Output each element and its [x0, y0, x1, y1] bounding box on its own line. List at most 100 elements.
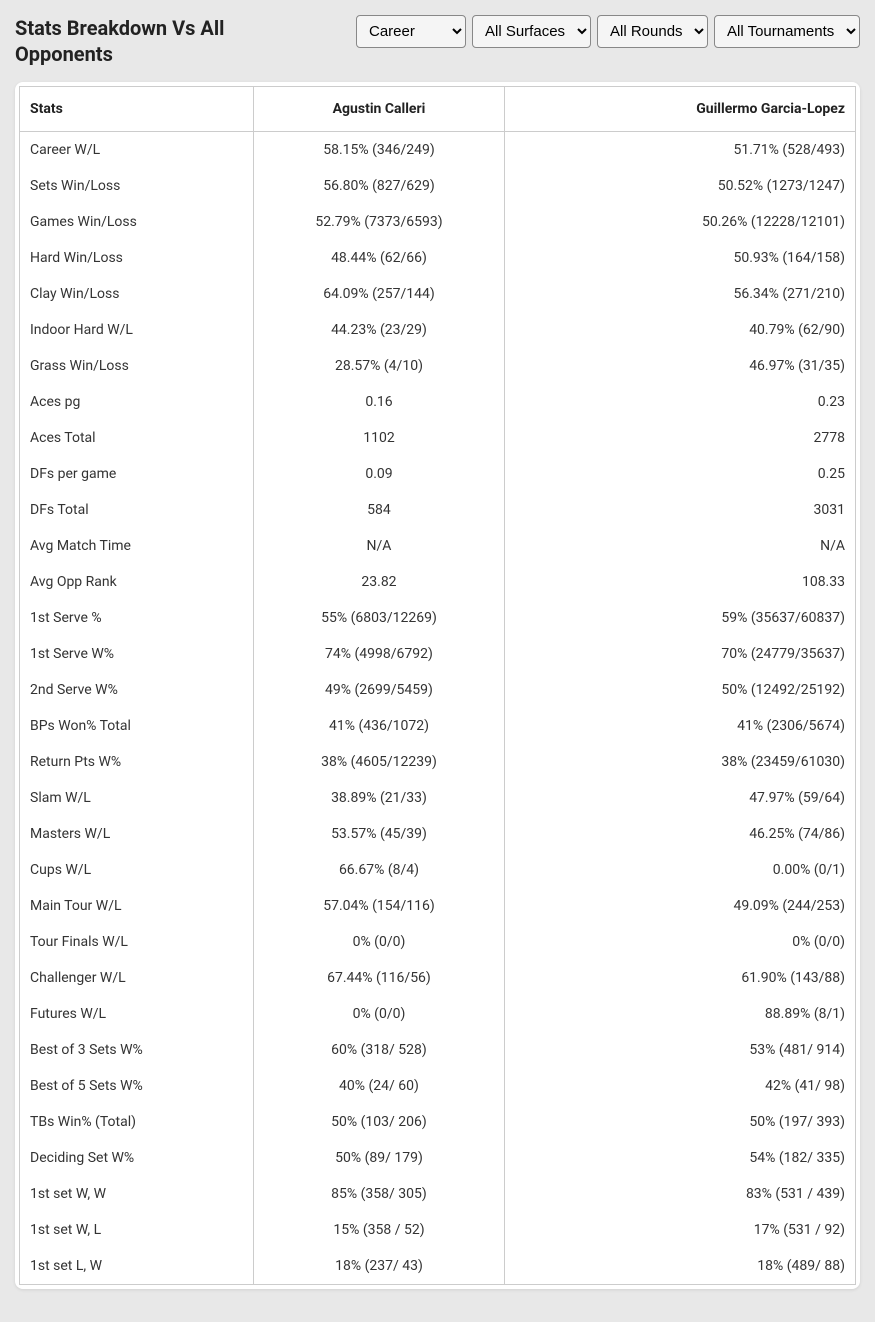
stat-label: Games Win/Loss — [20, 204, 254, 240]
table-row: 1st set L, W18% (237/ 43)18% (489/ 88) — [20, 1248, 856, 1285]
table-row: DFs per game0.090.25 — [20, 456, 856, 492]
player2-value: 50.26% (12228/12101) — [504, 204, 855, 240]
table-row: 1st Serve W%74% (4998/6792)70% (24779/35… — [20, 636, 856, 672]
player1-value: 41% (436/1072) — [254, 708, 505, 744]
player2-value: 0.25 — [504, 456, 855, 492]
player2-value: 0.00% (0/1) — [504, 852, 855, 888]
stat-label: Best of 3 Sets W% — [20, 1032, 254, 1068]
table-row: Best of 5 Sets W%40% (24/ 60)42% (41/ 98… — [20, 1068, 856, 1104]
stat-label: Avg Match Time — [20, 528, 254, 564]
filters: Career All Surfaces All Rounds All Tourn… — [356, 15, 860, 48]
table-header-row: Stats Agustin Calleri Guillermo Garcia-L… — [20, 87, 856, 132]
player1-value: 48.44% (62/66) — [254, 240, 505, 276]
stat-label: Best of 5 Sets W% — [20, 1068, 254, 1104]
table-row: Grass Win/Loss28.57% (4/10)46.97% (31/35… — [20, 348, 856, 384]
table-row: Return Pts W%38% (4605/12239)38% (23459/… — [20, 744, 856, 780]
player1-value: 57.04% (154/116) — [254, 888, 505, 924]
stat-label: TBs Win% (Total) — [20, 1104, 254, 1140]
table-row: TBs Win% (Total)50% (103/ 206)50% (197/ … — [20, 1104, 856, 1140]
player2-value: 38% (23459/61030) — [504, 744, 855, 780]
filter-period[interactable]: Career — [356, 15, 466, 48]
stat-label: 1st set W, W — [20, 1176, 254, 1212]
player1-value: 15% (358 / 52) — [254, 1212, 505, 1248]
player2-value: 3031 — [504, 492, 855, 528]
page-title: Stats Breakdown Vs All Opponents — [15, 15, 315, 67]
player2-value: 108.33 — [504, 564, 855, 600]
stat-label: 1st Serve % — [20, 600, 254, 636]
player2-value: 61.90% (143/88) — [504, 960, 855, 996]
stat-label: Masters W/L — [20, 816, 254, 852]
stat-label: Aces pg — [20, 384, 254, 420]
player1-value: 60% (318/ 528) — [254, 1032, 505, 1068]
table-row: Career W/L58.15% (346/249)51.71% (528/49… — [20, 132, 856, 169]
table-row: 1st set W, W85% (358/ 305)83% (531 / 439… — [20, 1176, 856, 1212]
filter-tournaments[interactable]: All Tournaments — [714, 15, 860, 48]
stat-label: Career W/L — [20, 132, 254, 169]
stat-label: 1st set W, L — [20, 1212, 254, 1248]
stat-label: Deciding Set W% — [20, 1140, 254, 1176]
player1-value: 1102 — [254, 420, 505, 456]
player2-value: 41% (2306/5674) — [504, 708, 855, 744]
player2-value: 49.09% (244/253) — [504, 888, 855, 924]
player2-value: 46.25% (74/86) — [504, 816, 855, 852]
stat-label: Indoor Hard W/L — [20, 312, 254, 348]
stat-label: Tour Finals W/L — [20, 924, 254, 960]
table-row: Aces pg0.160.23 — [20, 384, 856, 420]
player1-value: 50% (89/ 179) — [254, 1140, 505, 1176]
player1-value: 66.67% (8/4) — [254, 852, 505, 888]
table-row: Main Tour W/L57.04% (154/116)49.09% (244… — [20, 888, 856, 924]
stat-label: Avg Opp Rank — [20, 564, 254, 600]
table-row: Hard Win/Loss48.44% (62/66)50.93% (164/1… — [20, 240, 856, 276]
stat-label: Main Tour W/L — [20, 888, 254, 924]
player1-value: 74% (4998/6792) — [254, 636, 505, 672]
player2-value: 2778 — [504, 420, 855, 456]
player2-value: 17% (531 / 92) — [504, 1212, 855, 1248]
filter-surface[interactable]: All Surfaces — [472, 15, 591, 48]
player1-value: 64.09% (257/144) — [254, 276, 505, 312]
player1-value: 28.57% (4/10) — [254, 348, 505, 384]
table-row: Futures W/L0% (0/0)88.89% (8/1) — [20, 996, 856, 1032]
table-row: Deciding Set W%50% (89/ 179)54% (182/ 33… — [20, 1140, 856, 1176]
player1-value: 44.23% (23/29) — [254, 312, 505, 348]
player1-value: 0.09 — [254, 456, 505, 492]
stat-label: Sets Win/Loss — [20, 168, 254, 204]
column-header-player2: Guillermo Garcia-Lopez — [504, 87, 855, 132]
player1-value: 0% (0/0) — [254, 996, 505, 1032]
table-row: Clay Win/Loss64.09% (257/144)56.34% (271… — [20, 276, 856, 312]
player1-value: 584 — [254, 492, 505, 528]
stat-label: Hard Win/Loss — [20, 240, 254, 276]
table-row: 1st set W, L15% (358 / 52)17% (531 / 92) — [20, 1212, 856, 1248]
stats-tbody: Career W/L58.15% (346/249)51.71% (528/49… — [20, 132, 856, 1285]
player1-value: N/A — [254, 528, 505, 564]
player1-value: 38% (4605/12239) — [254, 744, 505, 780]
player2-value: 50% (197/ 393) — [504, 1104, 855, 1140]
table-row: Sets Win/Loss56.80% (827/629)50.52% (127… — [20, 168, 856, 204]
table-row: Games Win/Loss52.79% (7373/6593)50.26% (… — [20, 204, 856, 240]
table-row: Slam W/L38.89% (21/33)47.97% (59/64) — [20, 780, 856, 816]
stat-label: Aces Total — [20, 420, 254, 456]
player1-value: 0.16 — [254, 384, 505, 420]
stat-label: Slam W/L — [20, 780, 254, 816]
stats-table-container: Stats Agustin Calleri Guillermo Garcia-L… — [15, 82, 860, 1289]
filter-rounds[interactable]: All Rounds — [597, 15, 708, 48]
table-row: 1st Serve %55% (6803/12269)59% (35637/60… — [20, 600, 856, 636]
stat-label: 1st Serve W% — [20, 636, 254, 672]
player2-value: 83% (531 / 439) — [504, 1176, 855, 1212]
player1-value: 40% (24/ 60) — [254, 1068, 505, 1104]
player2-value: N/A — [504, 528, 855, 564]
player1-value: 52.79% (7373/6593) — [254, 204, 505, 240]
player1-value: 49% (2699/5459) — [254, 672, 505, 708]
player1-value: 0% (0/0) — [254, 924, 505, 960]
stat-label: BPs Won% Total — [20, 708, 254, 744]
table-row: Indoor Hard W/L44.23% (23/29)40.79% (62/… — [20, 312, 856, 348]
player2-value: 56.34% (271/210) — [504, 276, 855, 312]
table-row: Tour Finals W/L0% (0/0)0% (0/0) — [20, 924, 856, 960]
stat-label: DFs Total — [20, 492, 254, 528]
player1-value: 50% (103/ 206) — [254, 1104, 505, 1140]
player2-value: 40.79% (62/90) — [504, 312, 855, 348]
player2-value: 51.71% (528/493) — [504, 132, 855, 169]
player2-value: 70% (24779/35637) — [504, 636, 855, 672]
player1-value: 53.57% (45/39) — [254, 816, 505, 852]
table-row: Avg Match TimeN/AN/A — [20, 528, 856, 564]
column-header-player1: Agustin Calleri — [254, 87, 505, 132]
